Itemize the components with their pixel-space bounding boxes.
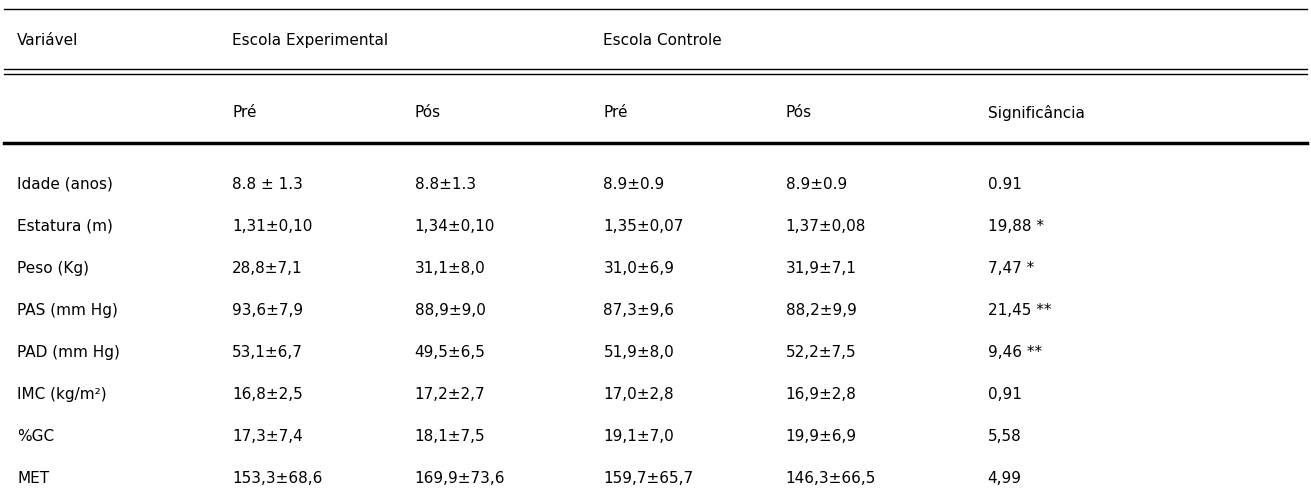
Text: 0,91: 0,91 (987, 387, 1021, 402)
Text: 5,58: 5,58 (987, 429, 1021, 444)
Text: 21,45 **: 21,45 ** (987, 303, 1051, 318)
Text: 17,3±7,4: 17,3±7,4 (232, 429, 303, 444)
Text: %GC: %GC (17, 429, 54, 444)
Text: 87,3±9,6: 87,3±9,6 (603, 303, 674, 318)
Text: 4,99: 4,99 (987, 471, 1021, 487)
Text: PAD (mm Hg): PAD (mm Hg) (17, 345, 121, 360)
Text: Escola Experimental: Escola Experimental (232, 33, 388, 48)
Text: Idade (anos): Idade (anos) (17, 176, 113, 191)
Text: 53,1±6,7: 53,1±6,7 (232, 345, 303, 360)
Text: 153,3±68,6: 153,3±68,6 (232, 471, 323, 487)
Text: 1,31±0,10: 1,31±0,10 (232, 219, 312, 234)
Text: 19,9±6,9: 19,9±6,9 (785, 429, 857, 444)
Text: 8.9±0.9: 8.9±0.9 (603, 176, 665, 191)
Text: 1,35±0,07: 1,35±0,07 (603, 219, 684, 234)
Text: 0.91: 0.91 (987, 176, 1021, 191)
Text: Variável: Variável (17, 33, 79, 48)
Text: 88,9±9,0: 88,9±9,0 (414, 303, 485, 318)
Text: 31,1±8,0: 31,1±8,0 (414, 261, 485, 276)
Text: 169,9±73,6: 169,9±73,6 (414, 471, 505, 487)
Text: MET: MET (17, 471, 50, 487)
Text: 8.9±0.9: 8.9±0.9 (785, 176, 847, 191)
Text: IMC (kg/m²): IMC (kg/m²) (17, 387, 106, 402)
Text: Significância: Significância (987, 105, 1084, 121)
Text: 88,2±9,9: 88,2±9,9 (785, 303, 856, 318)
Text: 9,46 **: 9,46 ** (987, 345, 1042, 360)
Text: Pós: Pós (414, 105, 440, 120)
Text: Pós: Pós (785, 105, 812, 120)
Text: 1,37±0,08: 1,37±0,08 (785, 219, 867, 234)
Text: 52,2±7,5: 52,2±7,5 (785, 345, 856, 360)
Text: 19,1±7,0: 19,1±7,0 (603, 429, 674, 444)
Text: 17,0±2,8: 17,0±2,8 (603, 387, 674, 402)
Text: 16,9±2,8: 16,9±2,8 (785, 387, 856, 402)
Text: 1,34±0,10: 1,34±0,10 (414, 219, 494, 234)
Text: 8.8±1.3: 8.8±1.3 (414, 176, 476, 191)
Text: 146,3±66,5: 146,3±66,5 (785, 471, 876, 487)
Text: 49,5±6,5: 49,5±6,5 (414, 345, 485, 360)
Text: 93,6±7,9: 93,6±7,9 (232, 303, 303, 318)
Text: Pré: Pré (232, 105, 257, 120)
Text: 28,8±7,1: 28,8±7,1 (232, 261, 303, 276)
Text: 17,2±2,7: 17,2±2,7 (414, 387, 485, 402)
Text: 8.8 ± 1.3: 8.8 ± 1.3 (232, 176, 303, 191)
Text: 159,7±65,7: 159,7±65,7 (603, 471, 694, 487)
Text: 51,9±8,0: 51,9±8,0 (603, 345, 674, 360)
Text: 31,0±6,9: 31,0±6,9 (603, 261, 674, 276)
Text: 16,8±2,5: 16,8±2,5 (232, 387, 303, 402)
Text: 31,9±7,1: 31,9±7,1 (785, 261, 856, 276)
Text: PAS (mm Hg): PAS (mm Hg) (17, 303, 118, 318)
Text: 19,88 *: 19,88 * (987, 219, 1044, 234)
Text: Peso (Kg): Peso (Kg) (17, 261, 89, 276)
Text: Escola Controle: Escola Controle (603, 33, 722, 48)
Text: Estatura (m): Estatura (m) (17, 219, 113, 234)
Text: Pré: Pré (603, 105, 628, 120)
Text: 18,1±7,5: 18,1±7,5 (414, 429, 485, 444)
Text: 7,47 *: 7,47 * (987, 261, 1034, 276)
